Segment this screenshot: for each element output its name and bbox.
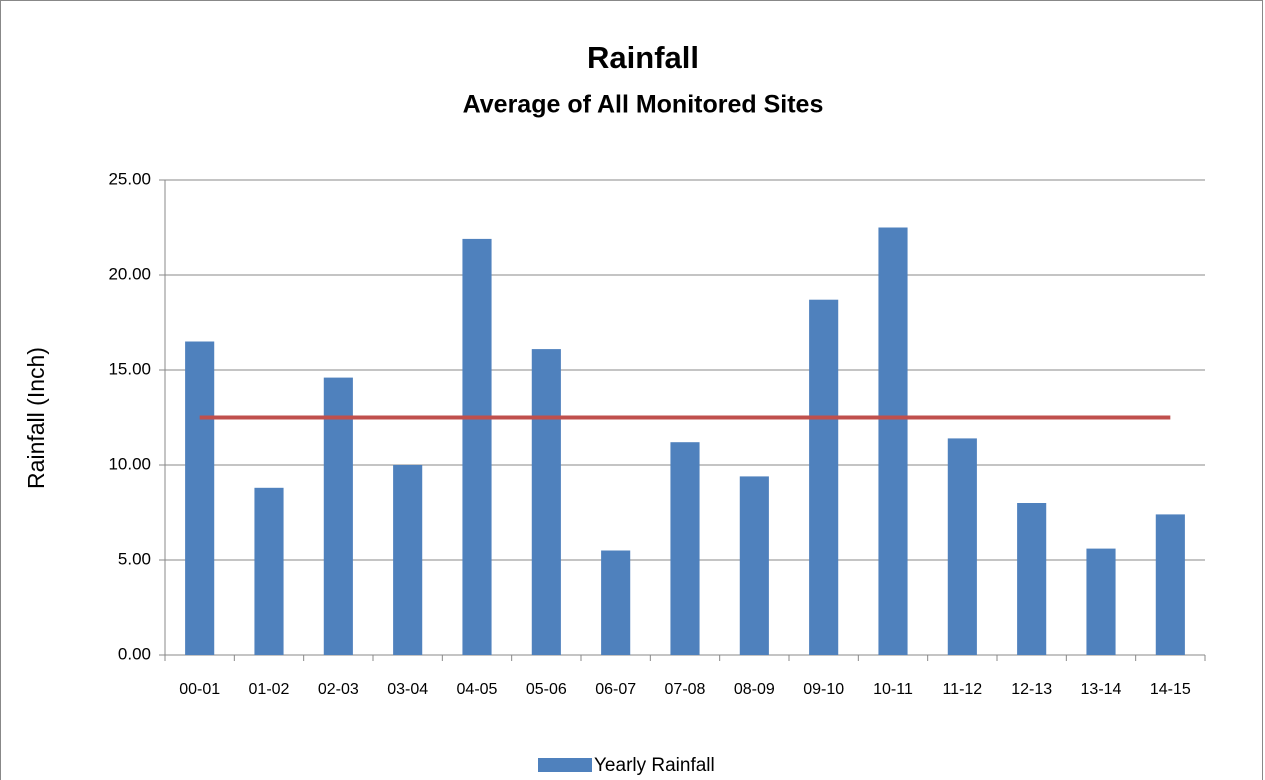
bar [531,349,561,655]
bar [393,465,423,655]
bar [185,341,215,655]
chart-subtitle: Average of All Monitored Sites [463,91,824,119]
bar [1086,548,1116,655]
bar [670,442,700,655]
chart-title: Rainfall [587,40,699,75]
x-tick-label: 02-03 [318,681,359,698]
legend-swatch [538,758,592,772]
x-tick-label: 13-14 [1081,681,1122,698]
bar [947,438,977,655]
y-axis-label: Rainfall (Inch) [23,347,49,489]
bar [254,487,284,655]
x-tick-label: 00-01 [179,681,220,698]
x-tick-label: 07-08 [665,681,706,698]
bar [323,377,353,655]
y-tick-label: 20.00 [108,264,151,283]
x-tick-label: 06-07 [595,681,636,698]
x-tick-label: 03-04 [387,681,428,698]
bar [809,299,839,655]
bar [1155,514,1185,655]
x-tick-label: 04-05 [457,681,498,698]
x-tick-label: 09-10 [803,681,844,698]
x-tick-label: 10-11 [873,681,913,698]
x-tick-label: 05-06 [526,681,567,698]
y-tick-label: 25.00 [108,169,151,188]
x-tick-label: 11-12 [942,681,982,698]
x-tick-label: 12-13 [1011,681,1052,698]
bar [601,550,631,655]
bar [739,476,769,655]
x-tick-label: 08-09 [734,681,775,698]
legend-label: Yearly Rainfall [594,755,715,776]
bar [1017,503,1047,655]
bar [878,227,908,655]
x-tick-label: 01-02 [249,681,290,698]
bar [462,238,492,655]
y-tick-label: 15.00 [108,359,151,378]
y-tick-label: 10.00 [108,454,151,473]
y-tick-label: 5.00 [118,549,151,568]
x-tick-label: 14-15 [1150,681,1191,698]
y-tick-label: 0.00 [118,644,151,663]
